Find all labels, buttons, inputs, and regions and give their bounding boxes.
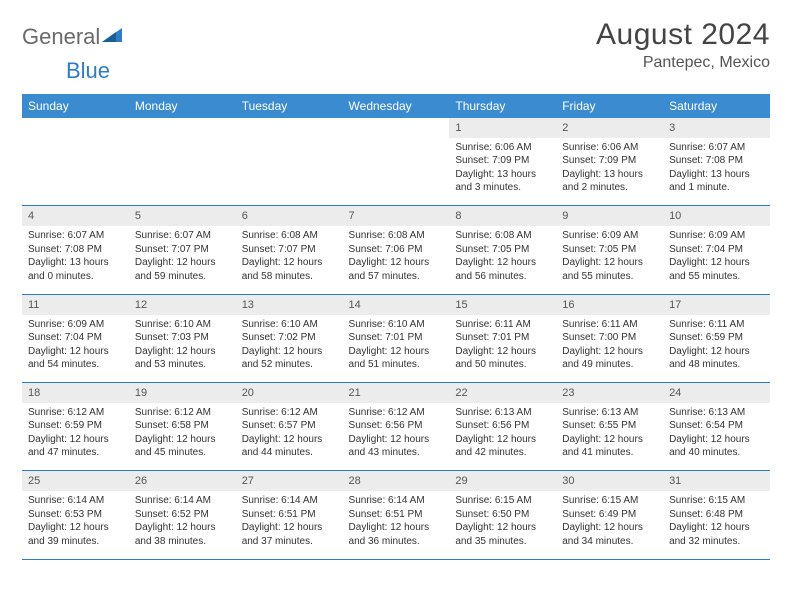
- day-cell: Sunrise: 6:10 AM Sunset: 7:02 PM Dayligh…: [236, 315, 343, 383]
- day-number: 20: [236, 383, 343, 403]
- logo-triangle-icon: [102, 26, 124, 49]
- day-cell: [343, 138, 450, 206]
- day-number: [343, 118, 450, 138]
- day-number-row: 18192021222324: [22, 383, 770, 403]
- day-cell: Sunrise: 6:12 AM Sunset: 6:58 PM Dayligh…: [129, 403, 236, 471]
- day-number: 18: [22, 383, 129, 403]
- day-number: 14: [343, 294, 450, 314]
- day-content-row: Sunrise: 6:07 AM Sunset: 7:08 PM Dayligh…: [22, 226, 770, 294]
- day-cell: Sunrise: 6:15 AM Sunset: 6:49 PM Dayligh…: [556, 491, 663, 559]
- day-number: 25: [22, 471, 129, 491]
- day-cell: Sunrise: 6:14 AM Sunset: 6:53 PM Dayligh…: [22, 491, 129, 559]
- day-cell: Sunrise: 6:15 AM Sunset: 6:50 PM Dayligh…: [449, 491, 556, 559]
- day-number: 2: [556, 118, 663, 138]
- weekday-header: Tuesday: [236, 94, 343, 118]
- day-number: [236, 118, 343, 138]
- day-cell: [22, 138, 129, 206]
- day-cell: Sunrise: 6:09 AM Sunset: 7:04 PM Dayligh…: [22, 315, 129, 383]
- day-cell: Sunrise: 6:12 AM Sunset: 6:56 PM Dayligh…: [343, 403, 450, 471]
- day-number: 5: [129, 206, 236, 226]
- day-number: 21: [343, 383, 450, 403]
- logo: General: [22, 24, 126, 50]
- month-title: August 2024: [596, 18, 770, 52]
- day-number: 23: [556, 383, 663, 403]
- weekday-header-row: Sunday Monday Tuesday Wednesday Thursday…: [22, 94, 770, 118]
- day-cell: Sunrise: 6:08 AM Sunset: 7:05 PM Dayligh…: [449, 226, 556, 294]
- day-content-row: Sunrise: 6:12 AM Sunset: 6:59 PM Dayligh…: [22, 403, 770, 471]
- day-number: 22: [449, 383, 556, 403]
- day-cell: Sunrise: 6:11 AM Sunset: 7:00 PM Dayligh…: [556, 315, 663, 383]
- day-number: 26: [129, 471, 236, 491]
- day-number: 27: [236, 471, 343, 491]
- day-number: 4: [22, 206, 129, 226]
- day-cell: Sunrise: 6:14 AM Sunset: 6:51 PM Dayligh…: [343, 491, 450, 559]
- weekday-header: Sunday: [22, 94, 129, 118]
- day-number: 12: [129, 294, 236, 314]
- day-number-row: 25262728293031: [22, 471, 770, 491]
- day-cell: Sunrise: 6:13 AM Sunset: 6:56 PM Dayligh…: [449, 403, 556, 471]
- day-cell: Sunrise: 6:07 AM Sunset: 7:08 PM Dayligh…: [22, 226, 129, 294]
- weekday-header: Monday: [129, 94, 236, 118]
- day-cell: Sunrise: 6:12 AM Sunset: 6:57 PM Dayligh…: [236, 403, 343, 471]
- weekday-header: Friday: [556, 94, 663, 118]
- day-cell: Sunrise: 6:08 AM Sunset: 7:07 PM Dayligh…: [236, 226, 343, 294]
- day-cell: Sunrise: 6:13 AM Sunset: 6:55 PM Dayligh…: [556, 403, 663, 471]
- weekday-header: Thursday: [449, 94, 556, 118]
- day-number: 31: [663, 471, 770, 491]
- day-number: 17: [663, 294, 770, 314]
- day-cell: Sunrise: 6:14 AM Sunset: 6:52 PM Dayligh…: [129, 491, 236, 559]
- calendar-table: Sunday Monday Tuesday Wednesday Thursday…: [22, 94, 770, 560]
- day-cell: Sunrise: 6:14 AM Sunset: 6:51 PM Dayligh…: [236, 491, 343, 559]
- day-content-row: Sunrise: 6:09 AM Sunset: 7:04 PM Dayligh…: [22, 315, 770, 383]
- location-label: Pantepec, Mexico: [596, 54, 770, 72]
- title-block: August 2024 Pantepec, Mexico: [596, 18, 770, 72]
- day-content-row: Sunrise: 6:14 AM Sunset: 6:53 PM Dayligh…: [22, 491, 770, 559]
- day-number: 15: [449, 294, 556, 314]
- day-cell: Sunrise: 6:12 AM Sunset: 6:59 PM Dayligh…: [22, 403, 129, 471]
- logo-text-general: General: [22, 24, 100, 50]
- day-cell: Sunrise: 6:15 AM Sunset: 6:48 PM Dayligh…: [663, 491, 770, 559]
- day-cell: Sunrise: 6:07 AM Sunset: 7:07 PM Dayligh…: [129, 226, 236, 294]
- day-number: 9: [556, 206, 663, 226]
- day-number-row: 45678910: [22, 206, 770, 226]
- day-cell: [236, 138, 343, 206]
- day-number: 11: [22, 294, 129, 314]
- day-content-row: Sunrise: 6:06 AM Sunset: 7:09 PM Dayligh…: [22, 138, 770, 206]
- day-cell: Sunrise: 6:13 AM Sunset: 6:54 PM Dayligh…: [663, 403, 770, 471]
- weekday-header: Wednesday: [343, 94, 450, 118]
- day-number: 30: [556, 471, 663, 491]
- day-number: 29: [449, 471, 556, 491]
- day-number: [129, 118, 236, 138]
- day-number: [22, 118, 129, 138]
- day-number: 28: [343, 471, 450, 491]
- day-cell: Sunrise: 6:08 AM Sunset: 7:06 PM Dayligh…: [343, 226, 450, 294]
- day-number: 6: [236, 206, 343, 226]
- day-cell: Sunrise: 6:11 AM Sunset: 6:59 PM Dayligh…: [663, 315, 770, 383]
- day-number: 24: [663, 383, 770, 403]
- day-number: 16: [556, 294, 663, 314]
- day-number: 13: [236, 294, 343, 314]
- logo-text-blue: Blue: [66, 58, 110, 84]
- day-number: 7: [343, 206, 450, 226]
- day-number: 10: [663, 206, 770, 226]
- day-cell: Sunrise: 6:09 AM Sunset: 7:04 PM Dayligh…: [663, 226, 770, 294]
- day-cell: Sunrise: 6:10 AM Sunset: 7:03 PM Dayligh…: [129, 315, 236, 383]
- day-cell: Sunrise: 6:11 AM Sunset: 7:01 PM Dayligh…: [449, 315, 556, 383]
- day-cell: [129, 138, 236, 206]
- day-number: 3: [663, 118, 770, 138]
- day-cell: Sunrise: 6:06 AM Sunset: 7:09 PM Dayligh…: [556, 138, 663, 206]
- day-number-row: 11121314151617: [22, 294, 770, 314]
- weekday-header: Saturday: [663, 94, 770, 118]
- day-number: 19: [129, 383, 236, 403]
- day-number-row: 123: [22, 118, 770, 138]
- day-cell: Sunrise: 6:09 AM Sunset: 7:05 PM Dayligh…: [556, 226, 663, 294]
- day-cell: Sunrise: 6:06 AM Sunset: 7:09 PM Dayligh…: [449, 138, 556, 206]
- day-number: 1: [449, 118, 556, 138]
- day-number: 8: [449, 206, 556, 226]
- day-cell: Sunrise: 6:07 AM Sunset: 7:08 PM Dayligh…: [663, 138, 770, 206]
- day-cell: Sunrise: 6:10 AM Sunset: 7:01 PM Dayligh…: [343, 315, 450, 383]
